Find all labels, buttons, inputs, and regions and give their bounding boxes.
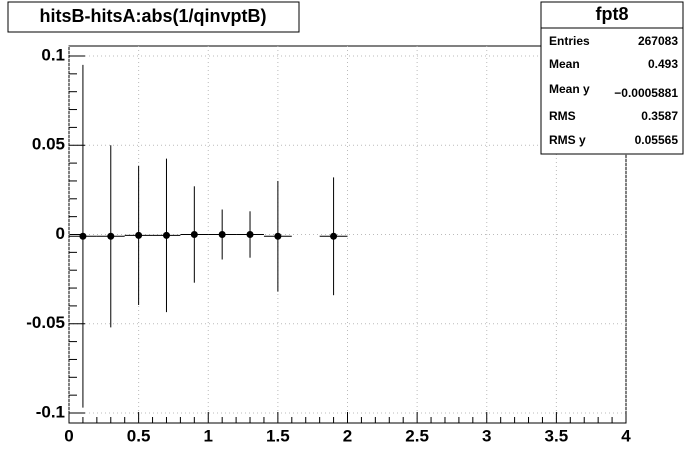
- stats-value: 0.493: [648, 57, 678, 71]
- stats-value: 267083: [638, 34, 678, 48]
- marker: [107, 232, 115, 240]
- y-tick-label: 0: [56, 224, 65, 243]
- marker: [162, 231, 170, 239]
- stats-value: −0.0005881: [614, 86, 678, 100]
- x-tick-label: 2.5: [405, 426, 429, 445]
- x-tick-label: 1.5: [266, 426, 290, 445]
- marker: [218, 231, 226, 238]
- stats-label: Mean: [549, 57, 580, 71]
- x-tick-label: 0.5: [127, 426, 151, 445]
- stats-label: RMS: [549, 109, 576, 123]
- title-box: [7, 1, 300, 33]
- marker: [190, 231, 198, 238]
- x-tick-label: 2: [343, 426, 352, 445]
- x-tick-label: 1: [204, 426, 213, 445]
- marker: [246, 231, 254, 238]
- y-tick-label: -0.1: [36, 402, 65, 421]
- stats-value: 0.3587: [641, 109, 678, 123]
- marker: [79, 232, 87, 240]
- stats-label: Mean y: [549, 82, 590, 96]
- marker: [330, 232, 338, 240]
- stats-value: 0.05565: [635, 133, 679, 147]
- chart-title: hitsB-hitsA:abs(1/qinvptB): [40, 6, 267, 26]
- x-tick-label: 0: [64, 426, 73, 445]
- y-tick-label: 0.1: [41, 45, 65, 64]
- stats-title: fpt8: [596, 4, 629, 24]
- y-tick-label: -0.05: [26, 313, 65, 332]
- y-tick-label: 0.05: [32, 135, 65, 154]
- x-tick-label: 4: [621, 426, 631, 445]
- marker: [135, 231, 143, 239]
- marker: [274, 232, 282, 240]
- stats-box: [540, 1, 684, 155]
- x-tick-label: 3.5: [545, 426, 569, 445]
- stats-label: RMS y: [549, 133, 586, 147]
- x-tick-label: 3: [482, 426, 491, 445]
- stats-label: Entries: [549, 34, 590, 48]
